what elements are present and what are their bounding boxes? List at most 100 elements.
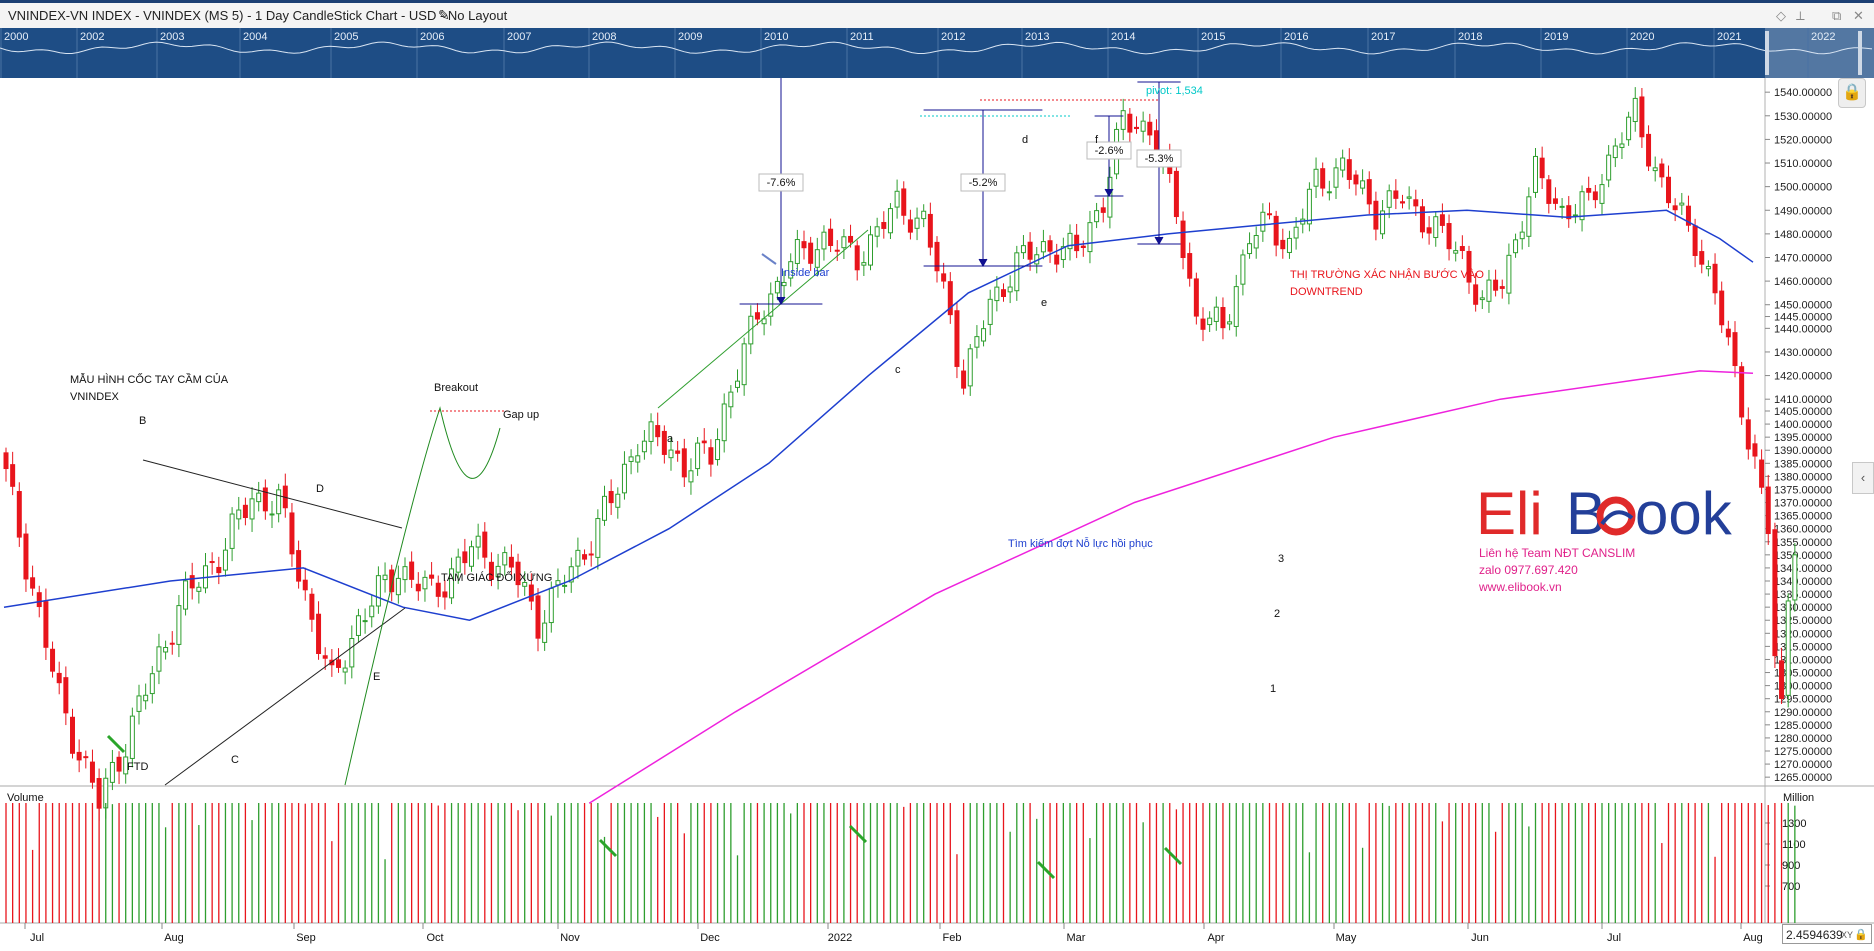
candle-body	[409, 561, 415, 580]
price-tick-label: 1450.00000	[1774, 300, 1832, 312]
candle-body	[1260, 211, 1266, 232]
price-tick-label: 1460.00000	[1774, 276, 1832, 288]
ma200-line	[588, 370, 1754, 804]
candle-body	[1253, 235, 1259, 249]
candle-body	[1586, 187, 1592, 193]
candle-body	[814, 249, 820, 268]
candle-body	[1346, 159, 1352, 180]
candle-body	[661, 430, 667, 455]
candle-body	[668, 449, 674, 459]
candle-body	[1220, 307, 1226, 329]
edit-title-icon[interactable]: ✎	[438, 7, 450, 23]
rally-day-1-label: 1	[1270, 683, 1276, 695]
candle-body	[881, 222, 887, 229]
candle-body	[1074, 234, 1080, 252]
candle-body	[728, 391, 734, 408]
annotation-arrow	[598, 838, 618, 858]
rally-day-3-label: 3	[1278, 553, 1284, 565]
candle-body	[70, 716, 75, 754]
diamond-icon[interactable]: ◇	[1776, 8, 1786, 23]
candle-body	[1759, 459, 1765, 488]
candle-body	[1685, 205, 1691, 226]
candle-body	[382, 574, 388, 581]
candle-body	[1612, 145, 1618, 159]
candle-body	[761, 318, 767, 325]
candle-body	[1473, 284, 1479, 305]
candle-body	[1366, 179, 1372, 205]
lock-icon[interactable]: 🔒	[1838, 78, 1866, 108]
volume-tick-label: 700	[1782, 881, 1800, 893]
gap-up-label: Gap up	[503, 409, 539, 421]
restore-icon[interactable]: ⧉	[1832, 8, 1842, 23]
candle-body	[1453, 250, 1459, 254]
overview-navigator[interactable]: 2000 2002 2003 2004 2005 2006 2007 2008 2009 2010…	[0, 28, 1874, 78]
candle-body	[708, 447, 714, 465]
contact-info: Liên hệ Team NĐT CANSLIM zalo 0977.697.4…	[1479, 545, 1635, 596]
price-tick-label: 1345.00000	[1774, 563, 1832, 575]
candle-body	[435, 582, 441, 597]
candle-body	[1094, 210, 1100, 223]
candle-body	[1785, 600, 1791, 696]
candle-body	[1306, 188, 1312, 225]
overview-selection-window[interactable]	[1765, 28, 1874, 78]
pin-icon[interactable]: ⟂	[1796, 8, 1805, 23]
collapse-panel-icon[interactable]: ‹	[1852, 462, 1874, 494]
candle-body	[76, 751, 82, 761]
contact-line-3[interactable]: www.elibook.vn	[1479, 580, 1562, 594]
overview-handle-left[interactable]	[1765, 31, 1769, 75]
candle-body	[276, 489, 282, 515]
candle-body	[768, 293, 774, 317]
candle-body	[1134, 126, 1139, 130]
cup-handle-title: MẪU HÌNH CỐC TAY CẦM CỦA	[70, 372, 229, 386]
candle-body	[961, 370, 967, 389]
candle-body	[236, 509, 242, 520]
annotation-arrow	[848, 824, 868, 844]
candle-body	[249, 498, 255, 520]
candle-body	[635, 455, 641, 463]
candle-body	[1765, 486, 1771, 535]
point-c-label: C	[231, 754, 239, 766]
candle-body	[488, 561, 494, 580]
candle-body	[841, 236, 847, 249]
overview-handle-right[interactable]	[1858, 31, 1862, 75]
uptrend-line	[657, 229, 869, 409]
elibook-logo: Eli B ook	[1474, 478, 1804, 548]
time-axis-label: Oct	[426, 932, 443, 944]
candle-body	[50, 648, 56, 672]
candle-body	[1380, 210, 1386, 235]
candle-body	[1626, 116, 1632, 141]
candle-body	[1400, 201, 1405, 204]
price-tick-label: 1360.00000	[1774, 524, 1832, 536]
candle-body	[781, 281, 787, 287]
point-c-small-label: c	[895, 364, 901, 376]
candle-body	[402, 566, 408, 581]
candle-body	[834, 249, 840, 252]
contact-line-1: Liên hệ Team NĐT CANSLIM	[1479, 546, 1636, 560]
readout-lock-icon[interactable]: 🔒	[1854, 929, 1868, 941]
close-icon[interactable]: ✕	[1853, 8, 1864, 23]
measure-percent-label: -5.3%	[1145, 153, 1174, 165]
candle-body	[1772, 529, 1778, 657]
candle-body	[1326, 191, 1332, 194]
price-chart[interactable]: 1265.000001270.000001275.000001280.00000…	[0, 78, 1874, 951]
downtrend-confirm-label-2: DOWNTREND	[1290, 286, 1363, 298]
candle-body	[921, 210, 927, 220]
candle-body	[1200, 318, 1206, 330]
candle-body	[482, 531, 488, 558]
measure-arrowhead	[1104, 188, 1114, 198]
time-axis-label: Jul	[30, 932, 44, 944]
overview-year-label: 2009	[678, 31, 702, 43]
candle-body	[994, 286, 1000, 302]
overview-year-label: 2019	[1544, 31, 1568, 43]
candle-body	[1732, 332, 1738, 367]
candle-body	[1147, 121, 1153, 136]
candle-body	[1572, 214, 1578, 217]
candle-body	[1479, 297, 1485, 301]
crosshair-readout[interactable]: 2.4594639 XY 🔒	[1782, 924, 1872, 944]
candle-body	[1592, 191, 1598, 201]
candle-body	[1087, 222, 1093, 253]
candle-body	[934, 241, 940, 272]
rally-day-2-label: 2	[1274, 608, 1280, 620]
overview-year-label: 2016	[1284, 31, 1308, 43]
candle-body	[269, 513, 275, 516]
